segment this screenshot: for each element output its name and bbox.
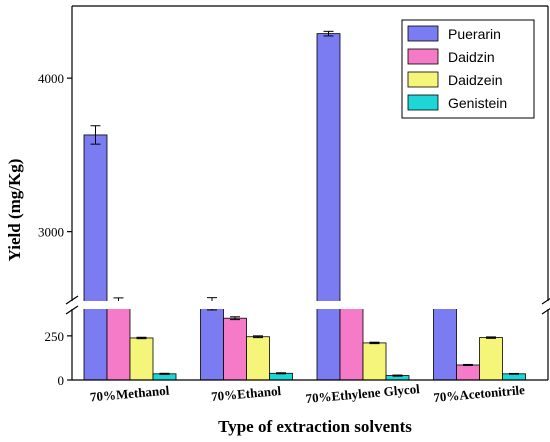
bar: [106, 304, 131, 381]
legend-label: Puerarin: [448, 26, 501, 42]
y-tick-label: 3000: [38, 225, 64, 240]
legend-label: Genistein: [448, 95, 507, 111]
x-tick-label: 70%Ethylene Glycol: [305, 381, 421, 406]
legend: Puerarin Daidzin Daidzein Genistein: [401, 19, 535, 119]
bar: [223, 317, 247, 381]
bar: [479, 337, 503, 381]
x-tick-label: 70%Acetonitrile: [433, 382, 526, 405]
bar: [246, 336, 270, 381]
bar: [456, 364, 480, 381]
x-tick-label: 70%Methanol: [89, 383, 170, 405]
axis-break-mark: [541, 307, 550, 315]
bar: [433, 305, 457, 381]
legend-swatch: [407, 48, 439, 65]
bar: [339, 304, 364, 381]
bar-group: [71, 30, 550, 381]
legend-swatch: [407, 71, 439, 88]
legend-swatch: [407, 25, 439, 42]
bar: [316, 33, 341, 381]
y-axis-title: Yield (mg/Kg): [5, 159, 24, 262]
bar: [502, 373, 526, 381]
bar: [83, 134, 108, 381]
legend-swatch: [407, 94, 439, 111]
axis-break-gap: [71, 301, 550, 309]
legend-label: Daidzein: [448, 72, 502, 88]
y-tick-label: 4000: [38, 71, 64, 86]
axis-break-mark: [65, 295, 79, 305]
bar: [362, 342, 387, 381]
y-tick-label: 0: [58, 373, 65, 388]
axis-break-mark: [541, 297, 550, 305]
x-axis-title: Type of extraction solvents: [218, 417, 412, 436]
x-tick-label: 70%Ethanol: [211, 383, 282, 404]
axis-break-mark: [65, 305, 79, 315]
bar: [129, 337, 154, 381]
bar: [200, 303, 224, 381]
legend-label: Daidzin: [448, 49, 495, 65]
y-tick-label: 250: [45, 329, 65, 344]
